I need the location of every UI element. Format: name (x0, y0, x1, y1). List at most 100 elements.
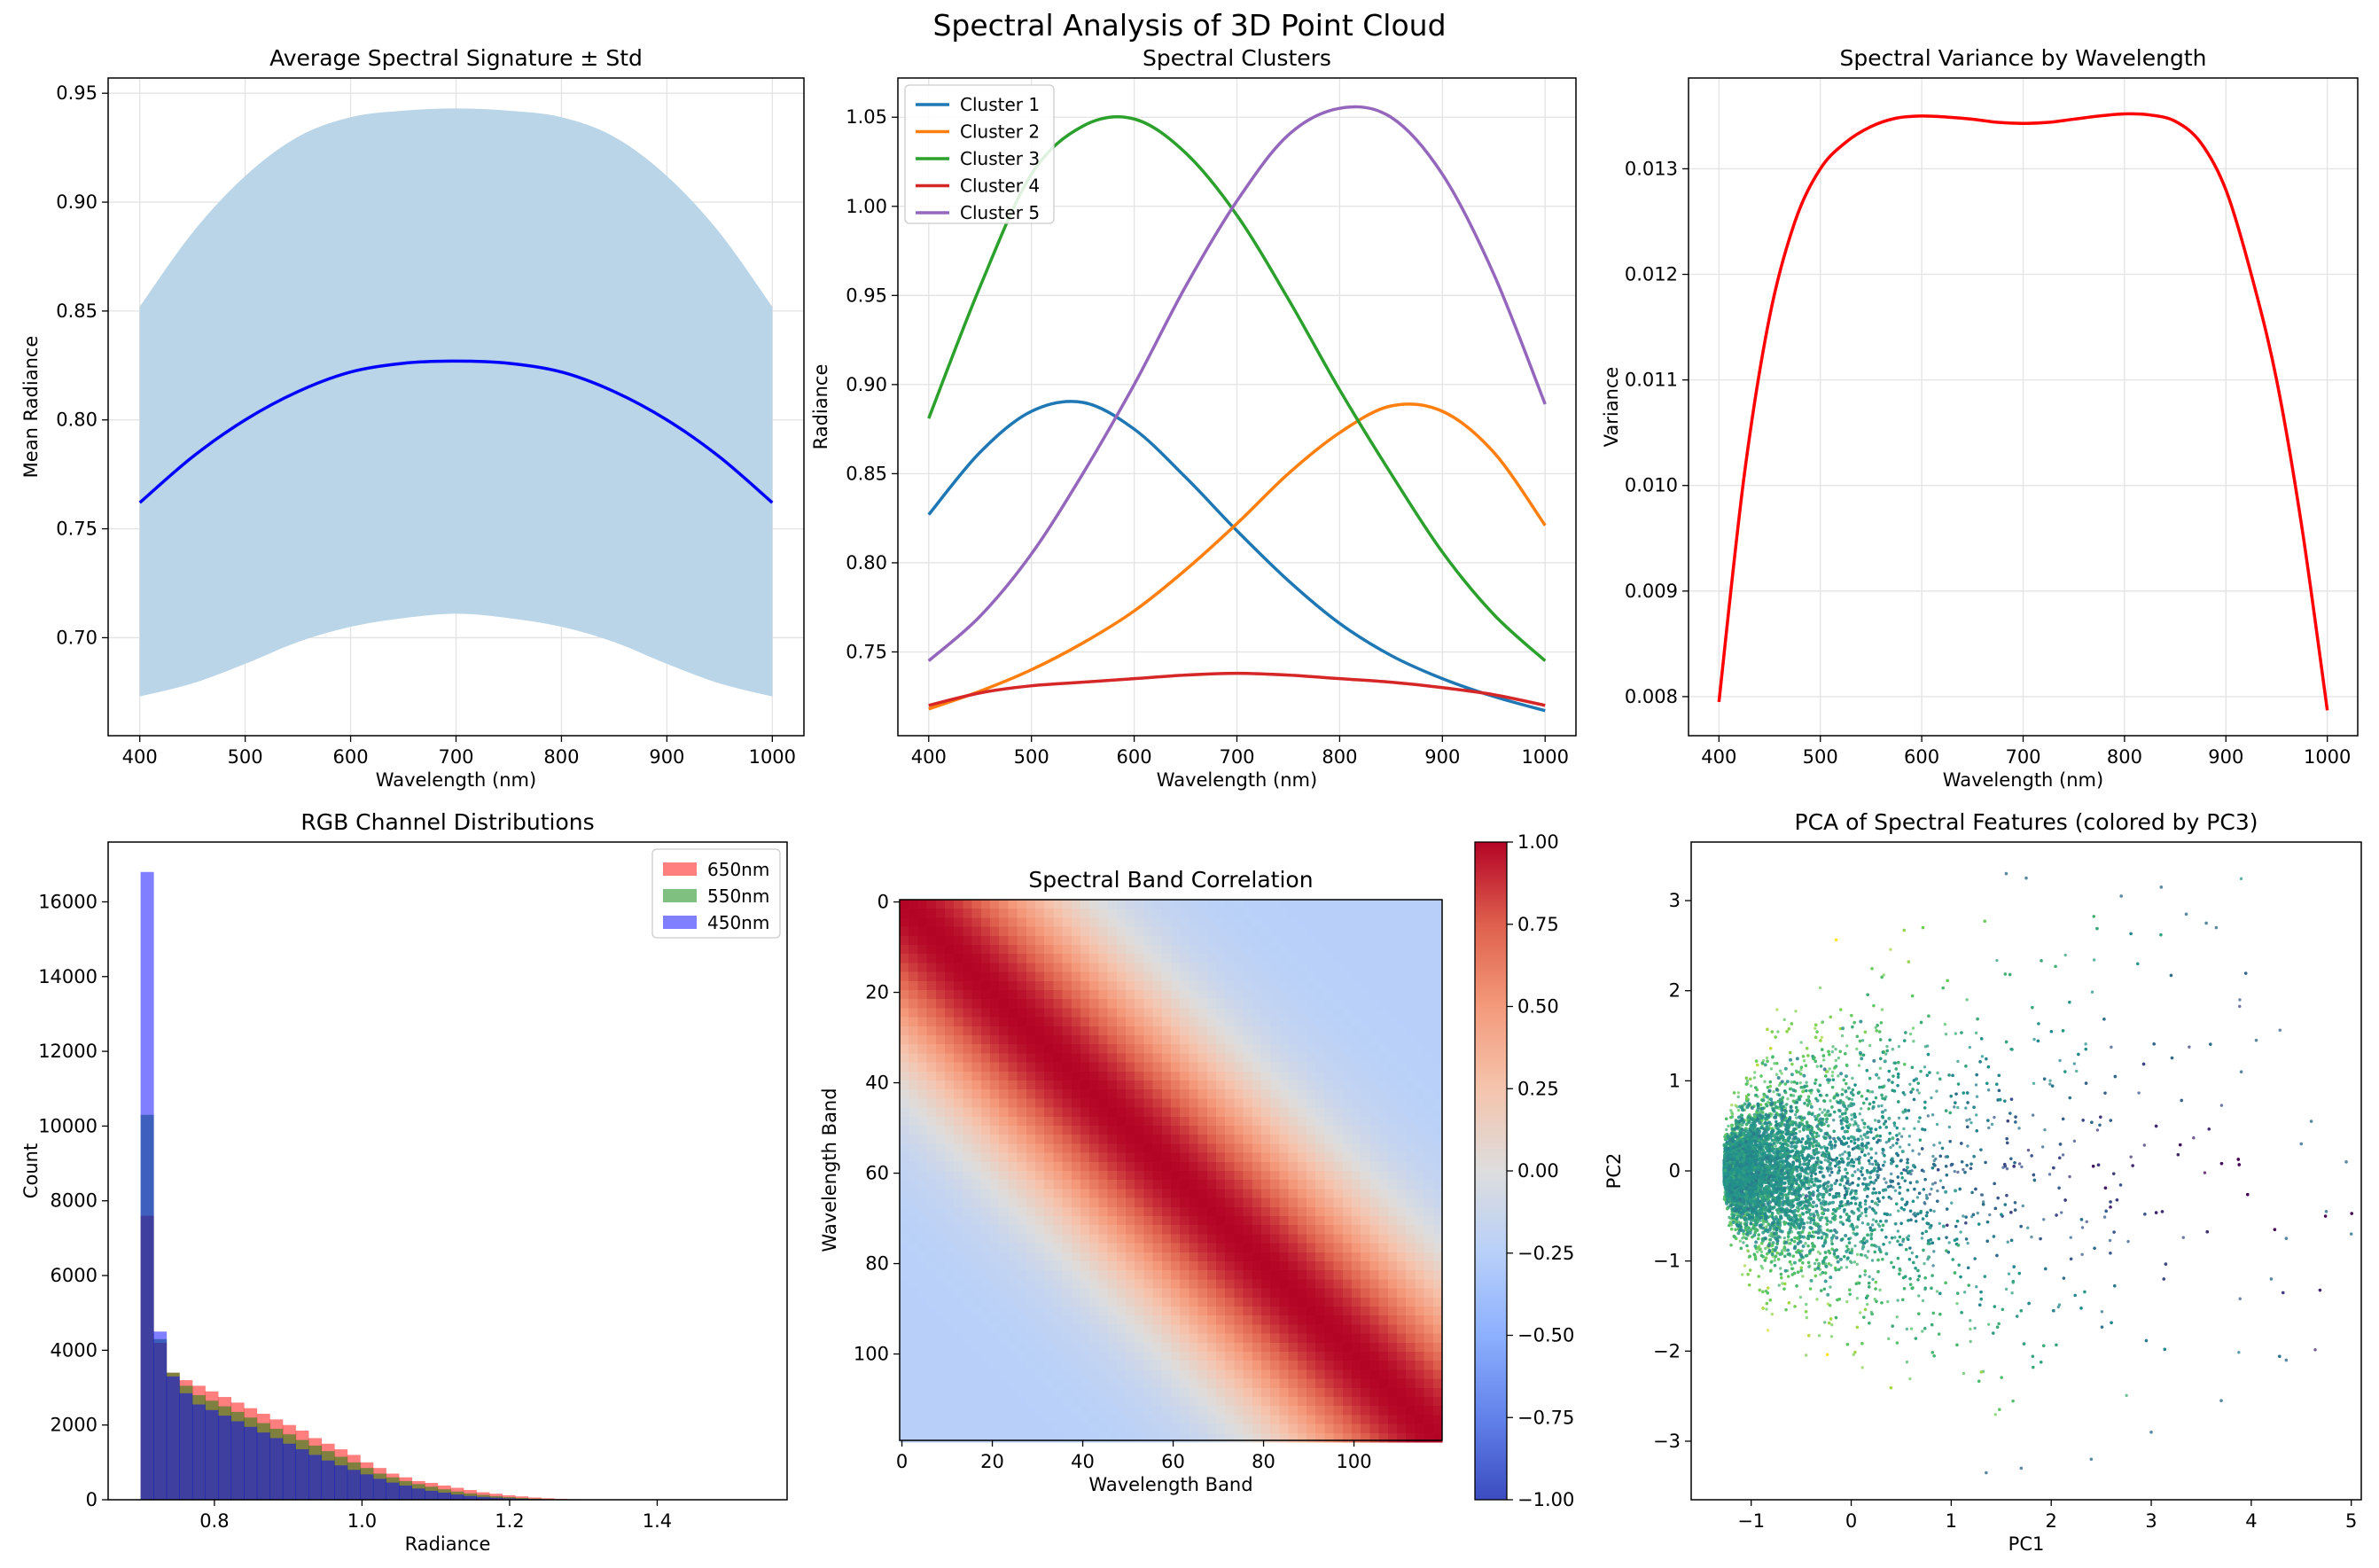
heatmap-cell (1288, 1333, 1299, 1344)
heatmap-cell (1252, 954, 1262, 963)
heatmap-cell (1180, 1406, 1190, 1416)
heatmap-cell (1216, 1406, 1226, 1416)
scatter-point (1923, 1065, 1927, 1069)
heatmap-cell (935, 990, 946, 1000)
heatmap-cell (1216, 1089, 1226, 1099)
heatmap-cell (1098, 1089, 1109, 1099)
heatmap-cell (1270, 926, 1280, 937)
scatter-point (1947, 1241, 1951, 1244)
heatmap-cell (1415, 1225, 1425, 1235)
heatmap-cell (1279, 1252, 1290, 1262)
heatmap-cell (1026, 1116, 1036, 1127)
heatmap-cell (1098, 1206, 1109, 1217)
heatmap-cell (999, 1378, 1009, 1389)
heatmap-cell (900, 1225, 909, 1235)
heatmap-cell (1089, 1424, 1099, 1434)
heatmap-cell (900, 999, 909, 1009)
heatmap-cell (1008, 1387, 1018, 1398)
heatmap-cell (1378, 963, 1389, 973)
heatmap-cell (1197, 945, 1208, 955)
heatmap-cell (1035, 1126, 1045, 1135)
heatmap-cell (1116, 990, 1127, 1000)
heatmap-cell (1369, 1333, 1380, 1344)
scatter-point (1829, 1285, 1832, 1289)
heatmap-cell (1080, 971, 1090, 982)
heatmap-cell (1432, 1406, 1443, 1416)
heatmap-cell (1026, 1243, 1036, 1253)
heatmap-cell (935, 1206, 946, 1217)
heatmap-cell (1342, 917, 1353, 928)
heatmap-cell (1116, 1053, 1127, 1064)
heatmap-cell (909, 1161, 918, 1172)
heatmap-cell (1044, 1397, 1054, 1407)
heatmap-cell (1333, 1089, 1344, 1099)
heatmap-cell (1089, 954, 1099, 963)
heatmap-cell (1406, 1406, 1416, 1416)
heatmap-cell (1171, 1234, 1181, 1244)
heatmap-cell (954, 1361, 963, 1370)
heatmap-cell (1361, 900, 1370, 909)
scatter-point (2020, 1165, 2024, 1169)
scatter-point (1882, 973, 1886, 977)
heatmap-cell (909, 1171, 918, 1181)
heatmap-cell (1243, 1008, 1253, 1018)
heatmap-cell (1135, 1307, 1144, 1316)
heatmap-cell (1035, 1297, 1045, 1307)
heatmap-cell (900, 1415, 909, 1425)
heatmap-cell (945, 1333, 955, 1344)
heatmap-cell (1053, 917, 1064, 928)
heatmap-cell (1234, 1026, 1244, 1036)
heatmap-cell (954, 1107, 963, 1118)
heatmap-cell (963, 926, 973, 937)
scatter-point (1837, 1074, 1840, 1078)
heatmap-cell (1053, 1206, 1064, 1217)
scatter-point (1805, 1080, 1808, 1084)
std-band (139, 108, 773, 697)
scatter-point (1995, 958, 1999, 963)
heatmap-cell (1080, 1197, 1090, 1208)
heatmap-cell (1306, 1026, 1316, 1036)
heatmap-cell (1352, 1333, 1361, 1344)
heatmap-cell (1080, 954, 1090, 963)
heatmap-cell (1324, 1126, 1335, 1135)
heatmap-cell (1053, 1288, 1064, 1299)
heatmap-cell (1116, 1369, 1127, 1380)
heatmap-cell (1369, 1216, 1380, 1226)
heatmap-cell (1306, 1089, 1316, 1099)
heatmap-cell (1071, 1397, 1081, 1407)
heatmap-cell (1297, 1243, 1307, 1253)
heatmap-cell (1053, 1424, 1064, 1434)
heatmap-cell (1143, 1044, 1154, 1054)
heatmap-cell (1080, 1152, 1090, 1163)
scatter-point (1804, 1242, 1807, 1245)
scatter-point (1884, 1095, 1888, 1099)
scatter-point (1868, 1205, 1872, 1209)
heatmap-cell (1135, 1080, 1144, 1090)
heatmap-cell (1324, 935, 1335, 946)
colorbar-label: −0.75 (1517, 1407, 1574, 1428)
heatmap-cell (1243, 954, 1253, 963)
heatmap-cell (1333, 1107, 1344, 1118)
scatter-point (1917, 1294, 1921, 1298)
heatmap-cell (1361, 990, 1370, 1000)
heatmap-cell (1189, 1397, 1199, 1407)
heatmap-cell (1378, 1152, 1389, 1163)
heatmap-cell (971, 1161, 982, 1172)
heatmap-cell (990, 1261, 1000, 1271)
heatmap-cell (1342, 1279, 1353, 1290)
heatmap-cell (1406, 1135, 1416, 1144)
scatter-point (2075, 1069, 2079, 1073)
heatmap-cell (1234, 963, 1244, 973)
heatmap-cell (1378, 1071, 1389, 1081)
heatmap-cell (1026, 1017, 1036, 1027)
heatmap-cell (1197, 1135, 1208, 1144)
heatmap-cell (1415, 1324, 1425, 1335)
heatmap-cell (1143, 1161, 1154, 1172)
colorbar-gradient (1474, 841, 1508, 1501)
heatmap-cell (1180, 1234, 1190, 1244)
heatmap-cell (1080, 1261, 1090, 1271)
heatmap-cell (1261, 1017, 1271, 1027)
heatmap-cell (1026, 1342, 1036, 1353)
scatter-point (1944, 1032, 1948, 1036)
heatmap-cell (1225, 1180, 1235, 1190)
